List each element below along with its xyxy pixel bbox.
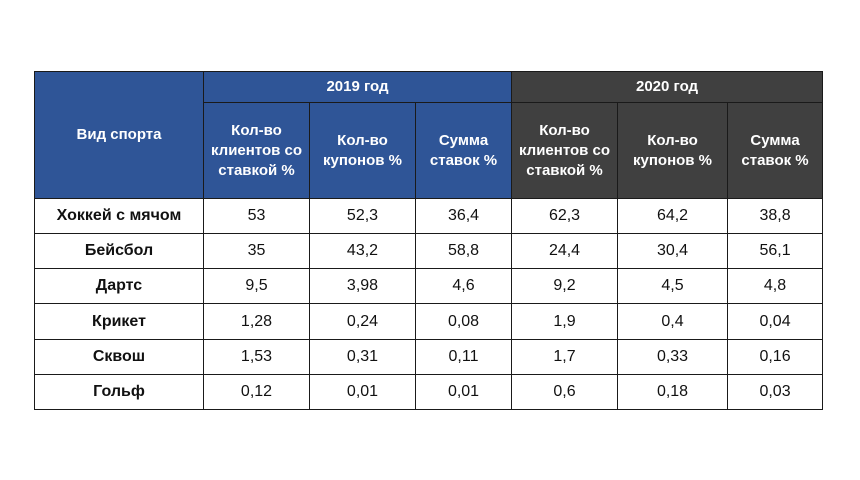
coupons-2020-header: Кол-во купонов % (617, 102, 729, 199)
table-row: Крикет 1,28 0,24 0,08 1,9 0,4 0,04 (34, 303, 824, 340)
table-cell: 0,16 (727, 338, 824, 375)
table-cell: 0,31 (309, 338, 416, 375)
table-cell: 9,2 (511, 268, 619, 305)
table-cell: 52,3 (309, 197, 416, 235)
coupons-2019-header: Кол-во купонов % (309, 102, 416, 199)
sport-name: Хоккей с мячом (34, 197, 204, 235)
table-cell: 0,04 (727, 303, 824, 340)
table-cell: 43,2 (309, 233, 416, 270)
table-cell: 9,5 (203, 268, 310, 305)
table-cell: 0,12 (203, 373, 310, 411)
table-cell: 4,6 (414, 268, 513, 305)
table-row: Бейсбол 35 43,2 58,8 24,4 30,4 56,1 (34, 233, 824, 270)
table-cell: 1,9 (511, 303, 619, 340)
table-cell: 3,98 (309, 268, 416, 305)
sport-name: Крикет (34, 303, 204, 340)
table-cell: 0,11 (414, 338, 513, 375)
table-cell: 0,33 (617, 338, 729, 375)
table-cell: 0,24 (309, 303, 416, 340)
table-row: Хоккей с мячом 53 52,3 36,4 62,3 64,2 38… (34, 197, 824, 235)
sport-column-header: Вид спорта (34, 71, 204, 199)
table-cell: 1,28 (203, 303, 310, 340)
year-header-row: Вид спорта 2019 год 2020 год (34, 71, 824, 199)
sport-name: Сквош (34, 338, 204, 375)
table-cell: 0,03 (727, 373, 824, 411)
table-cell: 0,6 (511, 373, 619, 411)
subheader-row: Кол-во клиентов со ставкой % Кол-во купо… (35, 102, 824, 199)
table-row: Дартс 9,5 3,98 4,6 9,2 4,5 4,8 (34, 268, 824, 305)
sport-name: Гольф (34, 373, 204, 411)
table-cell: 38,8 (727, 197, 824, 235)
table-cell: 1,53 (203, 338, 310, 375)
clients-2019-header: Кол-во клиентов со ставкой % (203, 102, 310, 199)
table-cell: 62,3 (511, 197, 619, 235)
table-cell: 1,7 (511, 338, 619, 375)
table-cell: 30,4 (617, 233, 729, 270)
table-cell: 36,4 (414, 197, 513, 235)
clients-2020-header: Кол-во клиентов со ставкой % (511, 102, 619, 199)
sports-betting-table: Вид спорта 2019 год 2020 год Кол-во клие… (34, 71, 824, 411)
table-cell: 0,08 (414, 303, 513, 340)
table-cell: 24,4 (511, 233, 619, 270)
table-row: Гольф 0,12 0,01 0,01 0,6 0,18 0,03 (34, 373, 824, 411)
table-row: Сквош 1,53 0,31 0,11 1,7 0,33 0,16 (34, 338, 824, 375)
table-cell: 53 (203, 197, 310, 235)
table-cell: 0,18 (617, 373, 729, 411)
table-cell: 4,5 (617, 268, 729, 305)
table-cell: 0,4 (617, 303, 729, 340)
year-2019-header: 2019 год (202, 71, 513, 103)
table-cell: 56,1 (727, 233, 824, 270)
sport-name: Дартс (34, 268, 204, 305)
table-cell: 0,01 (414, 373, 513, 411)
table-cell: 35 (203, 233, 310, 270)
bets-sum-2020-header: Сумма ставок % (727, 102, 824, 199)
table-cell: 64,2 (617, 197, 729, 235)
table-cell: 4,8 (727, 268, 824, 305)
table-cell: 58,8 (414, 233, 513, 270)
year-2020-header: 2020 год (511, 71, 824, 103)
bets-sum-2019-header: Сумма ставок % (414, 102, 513, 199)
sport-name: Бейсбол (34, 233, 204, 270)
table-cell: 0,01 (309, 373, 416, 411)
